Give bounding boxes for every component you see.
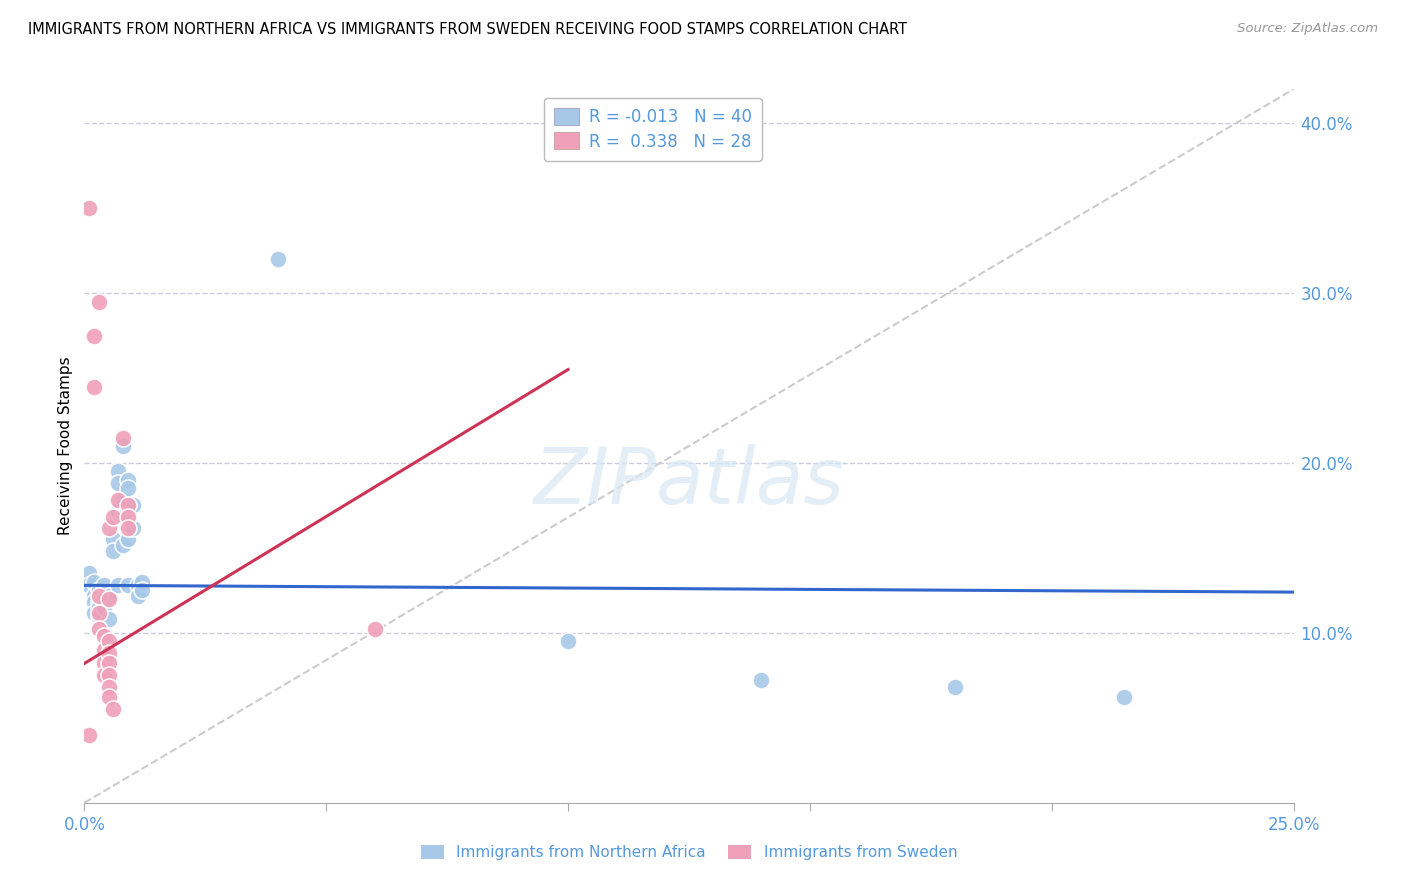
Point: [1114, 690, 1136, 705]
Point: [87, 600, 110, 615]
Point: [107, 476, 129, 491]
Point: [117, 520, 139, 534]
Point: [131, 574, 153, 589]
Point: [751, 673, 773, 688]
Point: [107, 578, 129, 592]
Point: [83, 589, 105, 603]
Point: [83, 379, 105, 393]
Point: [97, 520, 120, 534]
Point: [87, 595, 110, 609]
Point: [77, 566, 100, 581]
Point: [83, 606, 105, 620]
Point: [363, 623, 385, 637]
Point: [267, 252, 290, 266]
Point: [112, 493, 135, 508]
Point: [83, 595, 105, 609]
Point: [77, 201, 100, 215]
Point: [131, 583, 153, 598]
Point: [112, 510, 135, 524]
Point: [97, 657, 120, 671]
Point: [97, 589, 120, 603]
Point: [93, 657, 115, 671]
Point: [97, 668, 120, 682]
Point: [93, 629, 115, 643]
Point: [97, 612, 120, 626]
Point: [107, 503, 129, 517]
Point: [87, 294, 110, 309]
Point: [93, 600, 115, 615]
Point: [117, 499, 139, 513]
Point: [93, 578, 115, 592]
Point: [83, 574, 105, 589]
Point: [121, 499, 143, 513]
Point: [93, 668, 115, 682]
Point: [127, 589, 149, 603]
Point: [77, 728, 100, 742]
Point: [97, 646, 120, 660]
Point: [87, 623, 110, 637]
Point: [121, 520, 143, 534]
Point: [87, 583, 110, 598]
Point: [97, 634, 120, 648]
Point: [112, 439, 135, 453]
Text: ZIPatlas: ZIPatlas: [533, 443, 845, 520]
Point: [97, 591, 120, 606]
Point: [77, 578, 100, 592]
Point: [83, 328, 105, 343]
Point: [93, 591, 115, 606]
Point: [117, 533, 139, 547]
Point: [97, 690, 120, 705]
Point: [87, 589, 110, 603]
Point: [107, 465, 129, 479]
Point: [127, 578, 149, 592]
Legend: Immigrants from Northern Africa, Immigrants from Sweden: Immigrants from Northern Africa, Immigra…: [415, 839, 963, 866]
Point: [103, 702, 125, 716]
Point: [93, 643, 115, 657]
Point: [97, 680, 120, 694]
Text: IMMIGRANTS FROM NORTHERN AFRICA VS IMMIGRANTS FROM SWEDEN RECEIVING FOOD STAMPS : IMMIGRANTS FROM NORTHERN AFRICA VS IMMIG…: [28, 22, 907, 37]
Point: [557, 634, 579, 648]
Point: [117, 578, 139, 592]
Point: [117, 482, 139, 496]
Y-axis label: Receiving Food Stamps: Receiving Food Stamps: [58, 357, 73, 535]
Text: Source: ZipAtlas.com: Source: ZipAtlas.com: [1237, 22, 1378, 36]
Point: [103, 510, 125, 524]
Point: [87, 608, 110, 623]
Point: [112, 537, 135, 551]
Point: [112, 430, 135, 444]
Point: [103, 544, 125, 558]
Point: [103, 533, 125, 547]
Point: [107, 493, 129, 508]
Point: [943, 680, 966, 694]
Point: [117, 473, 139, 487]
Point: [117, 510, 139, 524]
Point: [87, 606, 110, 620]
